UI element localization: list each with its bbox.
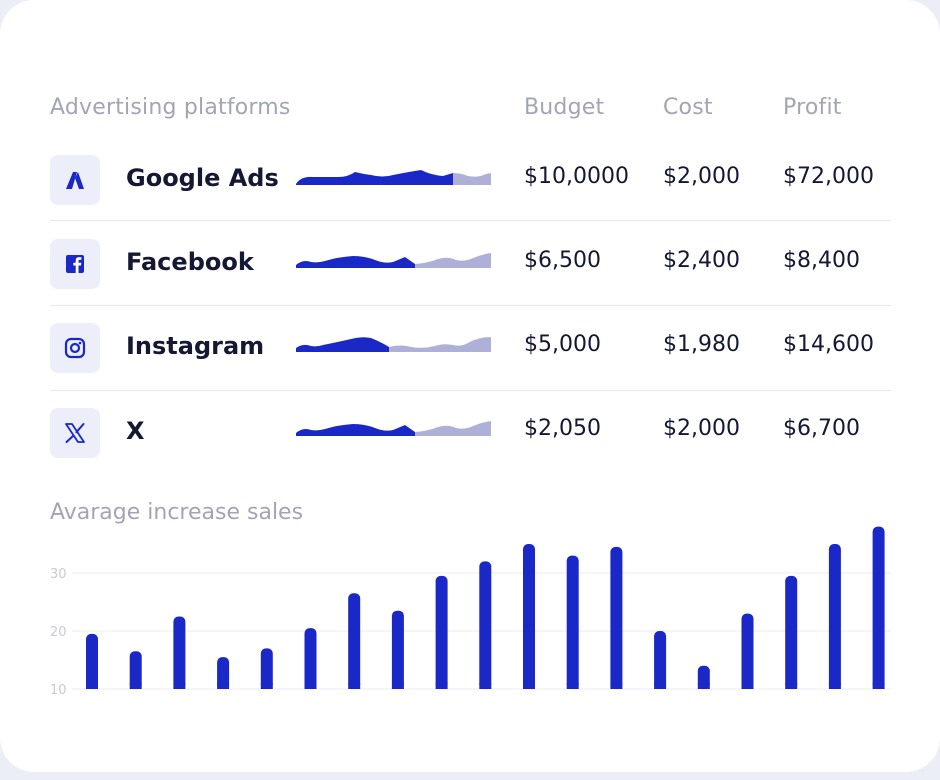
chart-bar[interactable] [435,575,448,689]
instagram-icon [64,337,86,359]
chart-bar[interactable] [828,544,841,689]
chart-bar-base [785,683,798,689]
chart-bar-base [523,683,535,689]
chart-bar[interactable] [654,631,667,689]
sparkline-instagram [296,337,491,352]
profit-value: $8,400 [783,248,860,273]
row-divider [50,390,891,391]
google-ads-logo[interactable] [50,155,100,205]
chart-bar[interactable] [872,526,885,689]
chart-bar[interactable] [173,616,186,690]
budget-value: $10,0000 [524,164,629,189]
y-tick-label: 20 [50,625,67,640]
chart-bar-base [435,683,448,689]
chart-bar[interactable] [217,657,230,689]
cost-value: $2,000 [663,164,740,189]
chart-bar-base [304,683,317,689]
x-logo[interactable] [50,408,100,458]
profit-value: $6,700 [783,416,860,441]
chart-bar-base [741,683,754,689]
header-profit: Profit [783,95,842,120]
instagram-logo[interactable] [50,323,100,373]
google-ads-icon [66,172,84,189]
row-divider [50,305,891,306]
platform-name[interactable]: Facebook [126,248,254,276]
budget-value: $5,000 [524,332,601,357]
chart-bar-base [173,683,186,689]
chart-bar-base [260,683,273,689]
sparkline-x [296,421,491,436]
header-platforms: Advertising platforms [50,95,291,120]
sales-bar-chart: 10 20 30 [50,526,891,698]
chart-bar[interactable] [523,544,535,689]
sparkline-facebook [296,253,491,268]
x-icon [65,423,85,443]
chart-bar-base [479,683,492,689]
chart-title: Avarage increase sales [50,500,304,525]
chart-bar-base [828,683,841,689]
chart-bar[interactable] [566,555,579,689]
chart-bar-base [872,683,885,689]
platform-name[interactable]: Instagram [126,332,265,360]
chart-bar[interactable] [741,613,754,689]
y-tick-label: 30 [50,567,67,582]
cost-value: $2,400 [663,248,740,273]
chart-bar-base [654,683,667,689]
chart-bar[interactable] [260,648,273,689]
chart-bar[interactable] [348,593,361,689]
chart-bar-base [697,683,710,689]
chart-bar[interactable] [391,610,404,689]
header-budget: Budget [524,95,605,120]
platform-name[interactable]: Google Ads [126,164,279,192]
chart-bar-base [610,683,623,689]
chart-bar[interactable] [129,651,142,689]
cost-value: $2,000 [663,416,740,441]
chart-bar[interactable] [785,575,798,689]
sparkline-google-ads [296,170,491,185]
chart-bar-base [129,683,142,689]
chart-bar-base [391,683,404,689]
header-cost: Cost [663,95,713,120]
budget-value: $2,050 [524,416,601,441]
facebook-logo[interactable] [50,239,100,289]
chart-bar-base [348,683,361,689]
chart-bar-base [566,683,579,689]
chart-bar-base [86,683,98,689]
y-tick-label: 10 [50,683,67,698]
chart-bar[interactable] [304,628,317,689]
row-divider [50,220,891,221]
budget-value: $6,500 [524,248,601,273]
chart-bar[interactable] [479,561,492,689]
cost-value: $1,980 [663,332,740,357]
chart-bar[interactable] [610,546,623,689]
chart-bar[interactable] [86,633,98,689]
facebook-icon [66,255,84,273]
profit-value: $14,600 [783,332,874,357]
platform-name[interactable]: X [126,417,145,445]
profit-value: $72,000 [783,164,874,189]
chart-bar-base [217,683,230,689]
